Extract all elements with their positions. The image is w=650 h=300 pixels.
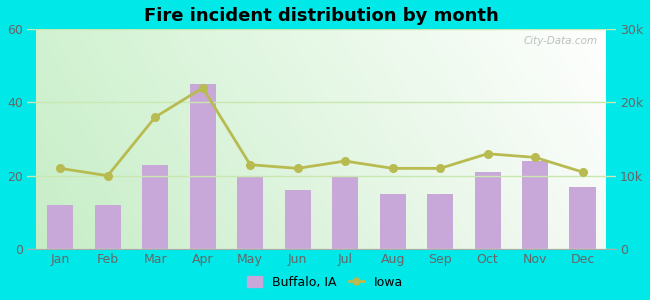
Bar [569, 187, 595, 249]
Bar [190, 84, 216, 249]
Bar [237, 176, 263, 249]
Bar [522, 161, 548, 249]
Bar [95, 205, 121, 249]
Bar [474, 172, 500, 249]
Title: Fire incident distribution by month: Fire incident distribution by month [144, 7, 499, 25]
Bar [332, 176, 358, 249]
Bar [47, 205, 73, 249]
Text: City-Data.com: City-Data.com [524, 36, 598, 46]
Bar [142, 165, 168, 249]
Bar [427, 194, 453, 249]
Bar [380, 194, 406, 249]
Bar [285, 190, 311, 249]
Legend: Buffalo, IA, Iowa: Buffalo, IA, Iowa [242, 271, 408, 294]
